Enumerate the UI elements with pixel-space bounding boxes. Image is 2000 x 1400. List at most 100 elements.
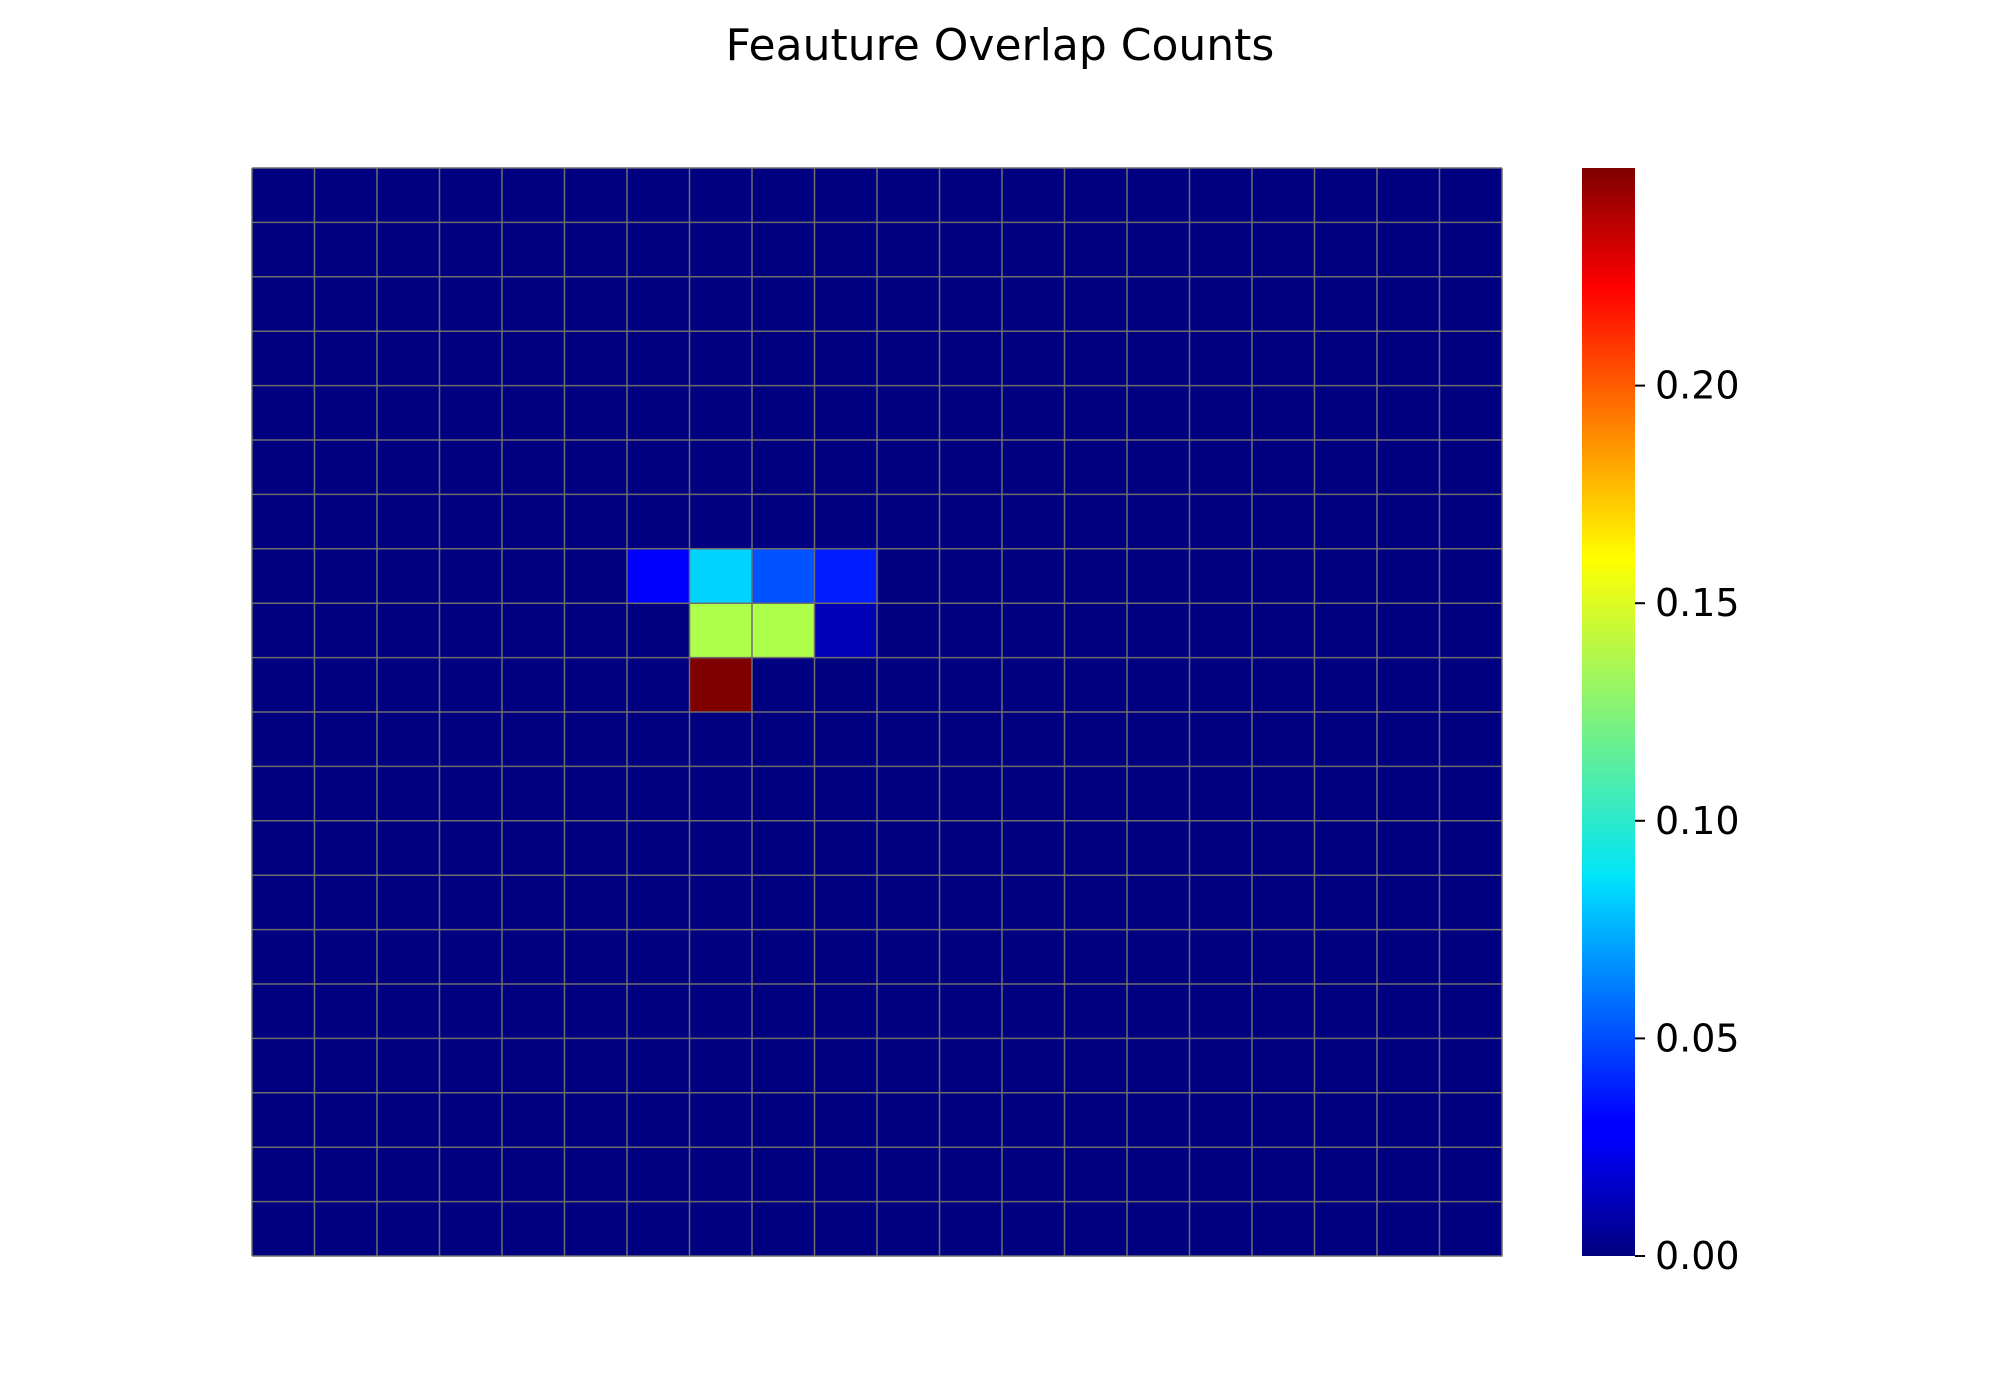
heatmap-cell <box>1064 276 1128 332</box>
heatmap-cell <box>1377 276 1440 332</box>
heatmap-cell <box>1064 494 1128 550</box>
heatmap-cell <box>1252 875 1315 931</box>
heatmap-cell <box>314 440 378 495</box>
heatmap-cell <box>1377 984 1440 1039</box>
heatmap-cell <box>877 820 940 876</box>
heatmap-cell <box>502 385 565 441</box>
heatmap-cell <box>1439 603 1503 659</box>
heatmap-cell <box>377 875 440 931</box>
heatmap-cell <box>877 385 940 441</box>
heatmap-cell <box>377 1147 440 1203</box>
heatmap-cell <box>502 766 565 822</box>
heatmap-cell <box>689 820 753 876</box>
heatmap-cell <box>314 1092 378 1148</box>
heatmap-cell <box>1314 984 1378 1039</box>
heatmap-cell <box>314 548 378 604</box>
heatmap-cell <box>252 603 315 659</box>
heatmap-cell <box>564 385 628 441</box>
heatmap-cell <box>814 385 878 441</box>
heatmap-cell <box>1064 984 1128 1039</box>
heatmap-cell <box>1314 494 1378 550</box>
heatmap-cell <box>377 440 440 495</box>
heatmap-cell <box>1377 168 1440 223</box>
heatmap-cell <box>1377 875 1440 931</box>
heatmap-cell <box>377 1201 440 1257</box>
heatmap-cell <box>1252 1092 1315 1148</box>
heatmap-cell <box>439 1092 503 1148</box>
heatmap-cell <box>939 222 1003 278</box>
heatmap-cell <box>814 440 878 495</box>
heatmap-cell <box>877 1147 940 1203</box>
heatmap-cell <box>1127 1092 1190 1148</box>
heatmap-cell <box>1127 440 1190 495</box>
heatmap-cells <box>252 168 1503 1257</box>
colorbar: 0.00 0.05 0.10 0.15 0.20 <box>1582 168 1740 1278</box>
heatmap-cell <box>502 657 565 713</box>
heatmap-cell <box>1189 494 1253 550</box>
heatmap-cell <box>877 657 940 713</box>
heatmap-cell <box>1189 168 1253 223</box>
heatmap-cell <box>1064 820 1128 876</box>
heatmap-cell <box>1002 875 1065 931</box>
heatmap-cell <box>627 657 690 713</box>
heatmap-cell <box>252 929 315 985</box>
heatmap-cell <box>314 984 378 1039</box>
heatmap-cell <box>1002 276 1065 332</box>
heatmap-cell <box>1252 222 1315 278</box>
heatmap-cell <box>1377 929 1440 985</box>
heatmap-cell <box>1252 168 1315 223</box>
heatmap-cell <box>564 1201 628 1257</box>
heatmap-cell <box>377 276 440 332</box>
heatmap-cell <box>564 1092 628 1148</box>
heatmap-cell <box>1189 766 1253 822</box>
heatmap-cell <box>502 331 565 387</box>
heatmap-cell <box>1064 222 1128 278</box>
heatmap-cell <box>814 168 878 223</box>
heatmap-cell <box>1127 1147 1190 1203</box>
heatmap-cell <box>439 385 503 441</box>
heatmap-cell <box>939 657 1003 713</box>
heatmap-cell <box>1377 820 1440 876</box>
heatmap-cell <box>439 875 503 931</box>
heatmap-cell <box>1439 657 1503 713</box>
heatmap-cell <box>1189 1201 1253 1257</box>
heatmap-cell <box>1064 168 1128 223</box>
heatmap-cell <box>1314 929 1378 985</box>
heatmap-cell <box>564 1038 628 1094</box>
heatmap-cell <box>752 712 815 767</box>
heatmap-cell <box>939 1147 1003 1203</box>
heatmap-cell <box>1064 712 1128 767</box>
heatmap-cell <box>564 222 628 278</box>
heatmap-cell <box>877 1038 940 1094</box>
heatmap-cell <box>689 168 753 223</box>
heatmap-cell <box>1189 440 1253 495</box>
heatmap-cell <box>1127 984 1190 1039</box>
heatmap-cell <box>1189 548 1253 604</box>
heatmap-cell <box>1002 1038 1065 1094</box>
heatmap-cell <box>1377 385 1440 441</box>
heatmap-cell <box>1439 494 1503 550</box>
heatmap-cell <box>314 331 378 387</box>
heatmap-cell <box>1377 331 1440 387</box>
heatmap-cell <box>627 1147 690 1203</box>
heatmap-cell <box>877 548 940 604</box>
heatmap-cell <box>1189 657 1253 713</box>
heatmap-cell <box>252 766 315 822</box>
heatmap-cell <box>502 984 565 1039</box>
heatmap-cell <box>1002 984 1065 1039</box>
colorbar-ticks: 0.00 0.05 0.10 0.15 0.20 <box>1635 364 1740 1278</box>
heatmap-cell <box>939 168 1003 223</box>
heatmap-cell <box>939 276 1003 332</box>
heatmap-cell <box>1252 766 1315 822</box>
heatmap-cell <box>1252 331 1315 387</box>
heatmap-cell <box>627 984 690 1039</box>
heatmap-cell <box>439 1147 503 1203</box>
heatmap-cell <box>439 929 503 985</box>
heatmap-cell <box>1314 1092 1378 1148</box>
heatmap-cell <box>814 766 878 822</box>
heatmap-cell <box>1439 1147 1503 1203</box>
heatmap-cell <box>814 1038 878 1094</box>
heatmap-cell <box>1127 276 1190 332</box>
heatmap-cell <box>377 712 440 767</box>
heatmap-cell <box>1377 1147 1440 1203</box>
